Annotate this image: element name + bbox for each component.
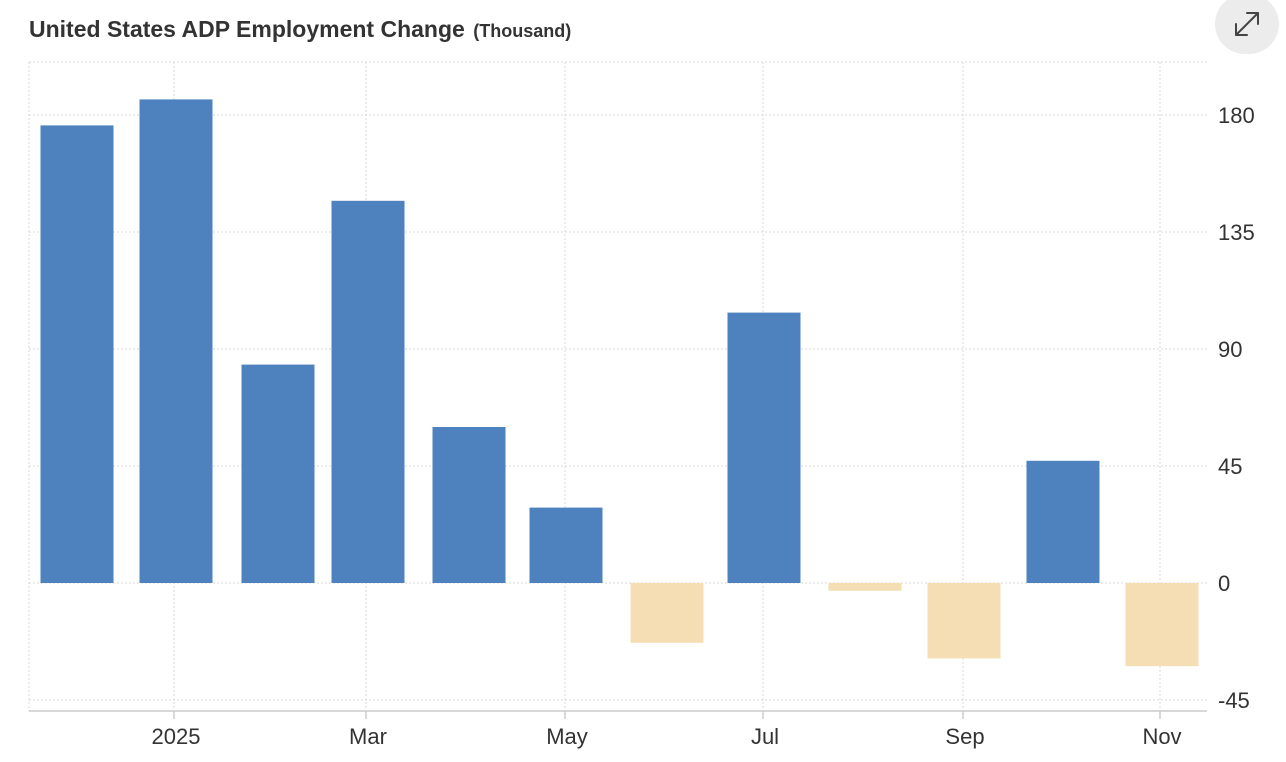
x-tick-label: Nov (1142, 724, 1181, 749)
bar-2025-05[interactable] (630, 583, 704, 643)
y-tick-label: 135 (1218, 220, 1255, 245)
x-tick-label: 2025 (152, 724, 201, 749)
x-tick-label: Jul (751, 724, 779, 749)
x-tick-label: May (546, 724, 588, 749)
bar-2024-11[interactable] (40, 125, 114, 584)
bar-2025-06[interactable] (727, 312, 801, 583)
y-tick-label: -45 (1218, 688, 1250, 713)
bar-2024-12[interactable] (139, 99, 213, 584)
bar-2025-02[interactable] (331, 200, 405, 584)
bar-2025-01[interactable] (241, 364, 315, 583)
chart-unit-text: (Thousand) (473, 21, 572, 41)
chart-title-text: United States ADP Employment Change (29, 16, 465, 42)
bar-2025-03[interactable] (432, 427, 506, 583)
expand-arrows-icon (1235, 12, 1259, 36)
bar-2025-10[interactable] (1125, 583, 1199, 667)
labels-layer: 180 135 90 45 0 -45 2025 Mar May Jul Sep Nov (152, 103, 1255, 749)
chart-title: United States ADP Employment Change (Tho… (29, 16, 571, 43)
y-tick-label: 90 (1218, 337, 1242, 362)
bar-2025-09[interactable] (1026, 460, 1100, 583)
expand-button[interactable] (1215, 0, 1279, 54)
y-tick-label: 180 (1218, 103, 1255, 128)
bar-2025-07[interactable] (828, 583, 902, 591)
x-tick-label: Sep (945, 724, 984, 749)
bar-2025-04[interactable] (529, 507, 603, 583)
grid-layer (28, 61, 1207, 719)
x-tick-label: Mar (349, 724, 387, 749)
bar-2025-08[interactable] (927, 583, 1001, 659)
bars-layer (40, 99, 1199, 667)
y-tick-label: 45 (1218, 454, 1242, 479)
y-tick-label: 0 (1218, 571, 1230, 596)
